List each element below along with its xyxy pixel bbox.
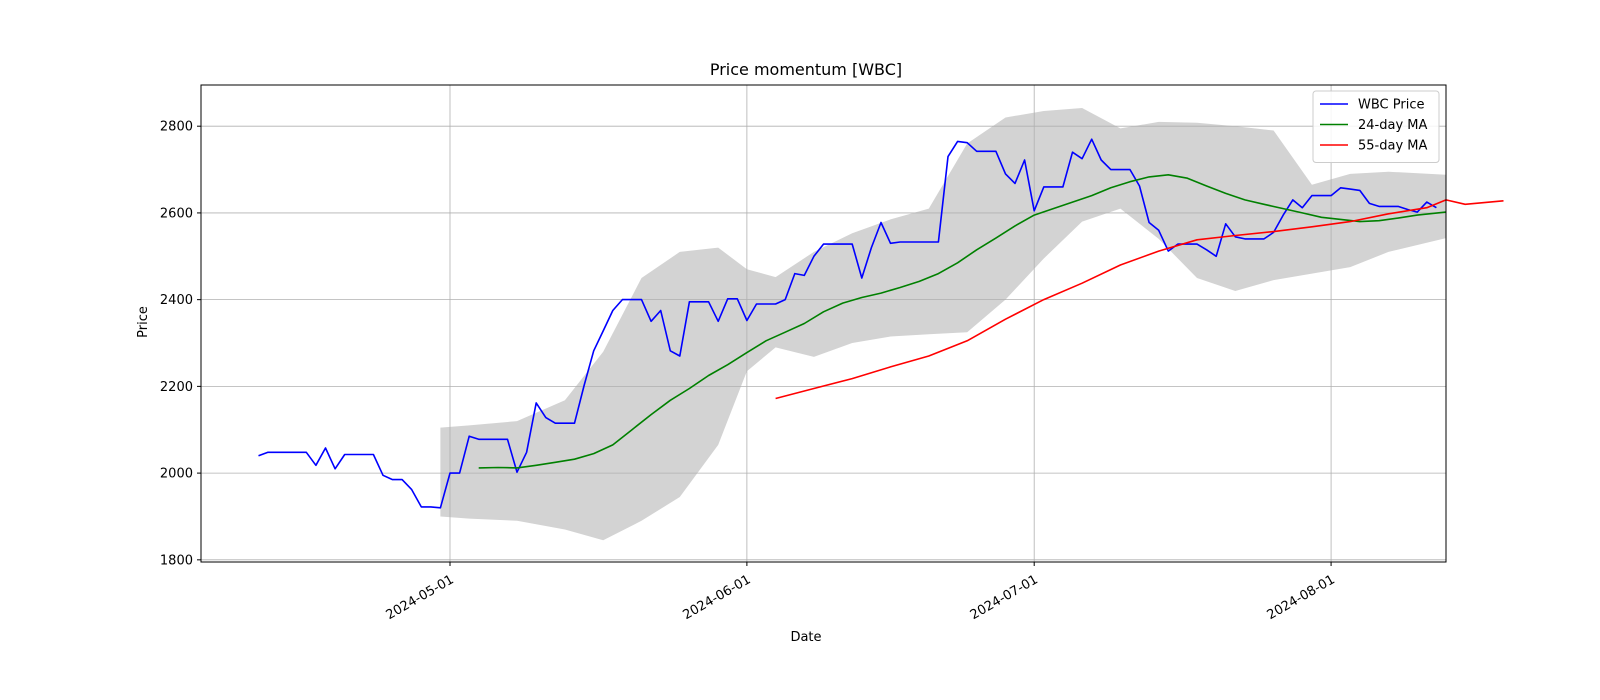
- plot-frame: [200, 84, 1447, 563]
- legend-entry: 55-day MA: [1358, 139, 1427, 154]
- series-line-1: [478, 174, 1447, 469]
- bollinger-band-layer: [440, 108, 1446, 541]
- y-axis-label: Price: [136, 306, 151, 338]
- legend: WBC Price 24-day MA 55-day MA: [1312, 90, 1440, 163]
- legend-entry: 24-day MA: [1358, 118, 1427, 133]
- y-tick-label: 2000: [160, 467, 193, 482]
- grid-layer: [201, 85, 1446, 562]
- series-line-0: [258, 138, 1437, 509]
- chart-title: Price momentum [WBC]: [710, 60, 902, 79]
- band-area: [440, 108, 1446, 541]
- y-tick-label: 2800: [160, 120, 193, 135]
- series-layer: [258, 138, 1504, 509]
- y-tick-label: 1800: [160, 553, 193, 568]
- x-axis-label: Date: [790, 630, 821, 645]
- y-tick-label: 2200: [160, 380, 193, 395]
- legend-entry: WBC Price: [1358, 98, 1424, 113]
- series-line-2: [775, 199, 1504, 400]
- y-tick-label: 2400: [160, 293, 193, 308]
- y-tick-label: 2600: [160, 206, 193, 221]
